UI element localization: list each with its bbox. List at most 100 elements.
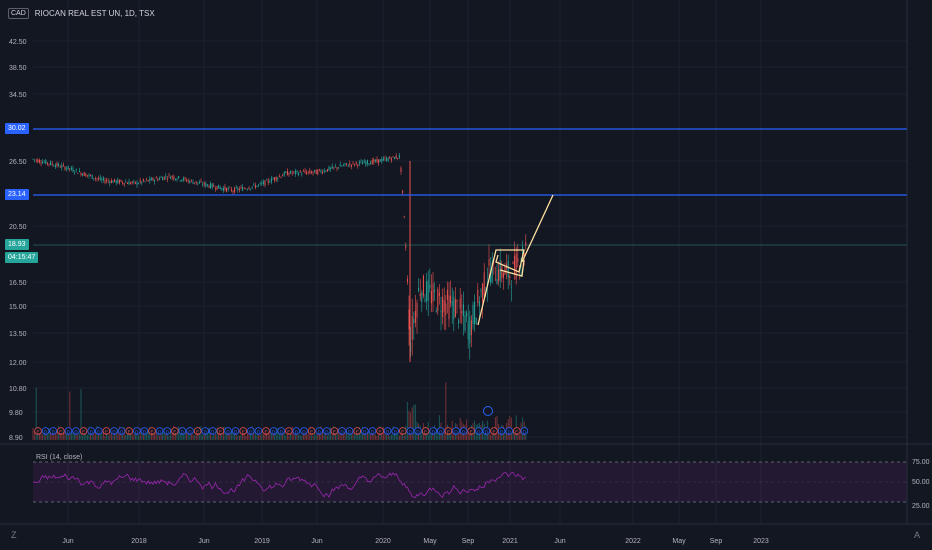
dividend-marker[interactable] [391,427,400,435]
dividend-marker[interactable] [338,427,346,435]
dividend-marker[interactable] [87,427,95,435]
dividend-marker[interactable] [345,427,354,435]
earnings-marker[interactable] [444,427,453,435]
volume-bar [144,434,146,440]
volume-bar [317,434,319,440]
dividend-marker[interactable] [482,427,491,435]
earnings-marker[interactable] [307,427,316,435]
dividend-marker[interactable] [41,427,50,435]
time-axis[interactable]: Jun 2018 Jun 2019 Jun 2020 May Sep 2021 Jun 2022 Ma… [62,538,769,545]
dividend-marker[interactable] [505,427,514,435]
auto-scale-icon[interactable]: A [914,530,921,540]
dividend-marker[interactable] [368,427,377,435]
earnings-marker[interactable] [79,427,88,435]
price-axis[interactable]: 42.50 38.50 34.50 26.50 20.50 16.50 15.00 13.50… [9,39,27,442]
volume-bar [430,432,432,440]
volume-bar [482,420,484,440]
earnings-marker[interactable] [102,427,111,435]
earnings-marker[interactable] [171,427,179,435]
earnings-marker[interactable] [512,427,521,435]
candle-body [389,156,391,159]
earnings-marker[interactable] [262,427,270,435]
candle-body [384,158,386,159]
candle-body [325,171,327,172]
flag-bottom-drawing[interactable] [499,259,525,277]
earnings-marker[interactable] [148,427,156,435]
projection-line[interactable] [521,194,554,263]
dividend-marker[interactable] [201,427,210,435]
dividend-marker[interactable] [133,427,141,435]
dividend-marker[interactable] [117,427,126,435]
dividend-marker[interactable] [72,427,80,435]
dividend-marker[interactable] [64,427,73,435]
dividend-marker[interactable] [315,427,324,435]
dividend-marker[interactable] [474,427,483,435]
candle-body [509,276,511,279]
candle-body [438,292,440,296]
dividend-marker[interactable] [383,427,392,435]
earnings-marker[interactable] [239,427,248,435]
dividend-marker[interactable] [436,427,445,435]
earnings-marker[interactable] [376,427,384,435]
dividend-marker[interactable] [140,427,149,435]
dividend-marker[interactable] [186,427,194,435]
dividend-marker[interactable] [360,427,369,435]
earnings-marker[interactable] [193,427,202,435]
candle-body [152,177,154,181]
dividend-marker[interactable] [459,427,468,435]
dividend-marker[interactable] [414,427,422,435]
volume-bar [467,432,469,440]
earnings-marker[interactable] [467,427,476,435]
dividend-marker[interactable] [178,427,187,435]
split-marker[interactable] [483,406,493,416]
dividend-marker[interactable] [452,427,460,435]
dividend-marker[interactable] [254,427,263,435]
dividend-marker[interactable] [95,427,103,435]
dividend-marker[interactable] [300,427,308,435]
dividend-marker[interactable] [155,427,164,435]
volume-bar [139,428,141,440]
symbol-title[interactable]: RIOCAN REAL EST UN, 1D, TSX [34,8,155,18]
earnings-marker[interactable] [330,427,339,435]
dividend-marker[interactable] [277,427,286,435]
earnings-marker[interactable] [284,427,293,435]
rsi-legend[interactable]: RSI (14, close) [36,454,83,461]
dividend-marker[interactable] [224,427,232,435]
flag-pattern-drawing[interactable] [477,249,525,326]
candle-body [162,177,164,181]
dividend-marker[interactable] [429,427,438,435]
earnings-marker[interactable] [125,427,133,435]
dividend-marker[interactable] [231,427,240,435]
earnings-marker[interactable] [398,427,407,435]
dividend-marker[interactable] [110,427,118,435]
candle-body [398,155,400,158]
earnings-marker[interactable] [353,427,362,435]
earnings-marker[interactable] [490,427,498,435]
dividend-marker[interactable] [520,427,529,435]
dividend-marker[interactable] [292,427,301,435]
dividend-marker[interactable] [269,427,278,435]
symbol-header[interactable]: CAD RIOCAN REAL EST UN, 1D, TSX [8,7,155,19]
volume-bar [168,435,170,440]
tradingview-z-icon[interactable]: Z [11,530,17,540]
dividend-marker[interactable] [406,427,415,435]
candle-body [512,262,514,264]
earnings-marker[interactable] [421,427,430,435]
dividend-marker[interactable] [49,427,57,435]
earnings-marker[interactable] [34,427,42,435]
currency-badge[interactable]: CAD [8,7,29,19]
dividend-marker[interactable] [209,427,217,435]
candle-body [254,185,256,188]
dividend-marker[interactable] [163,427,172,435]
dividend-marker[interactable] [247,427,255,435]
candle-body [480,289,482,292]
candle-body [88,174,90,176]
earnings-marker[interactable] [216,427,225,435]
dividend-marker[interactable] [322,427,331,435]
volume-bar [291,426,293,440]
candle-body [283,172,285,176]
earnings-marker[interactable] [56,427,65,435]
dividend-marker[interactable] [497,427,506,435]
